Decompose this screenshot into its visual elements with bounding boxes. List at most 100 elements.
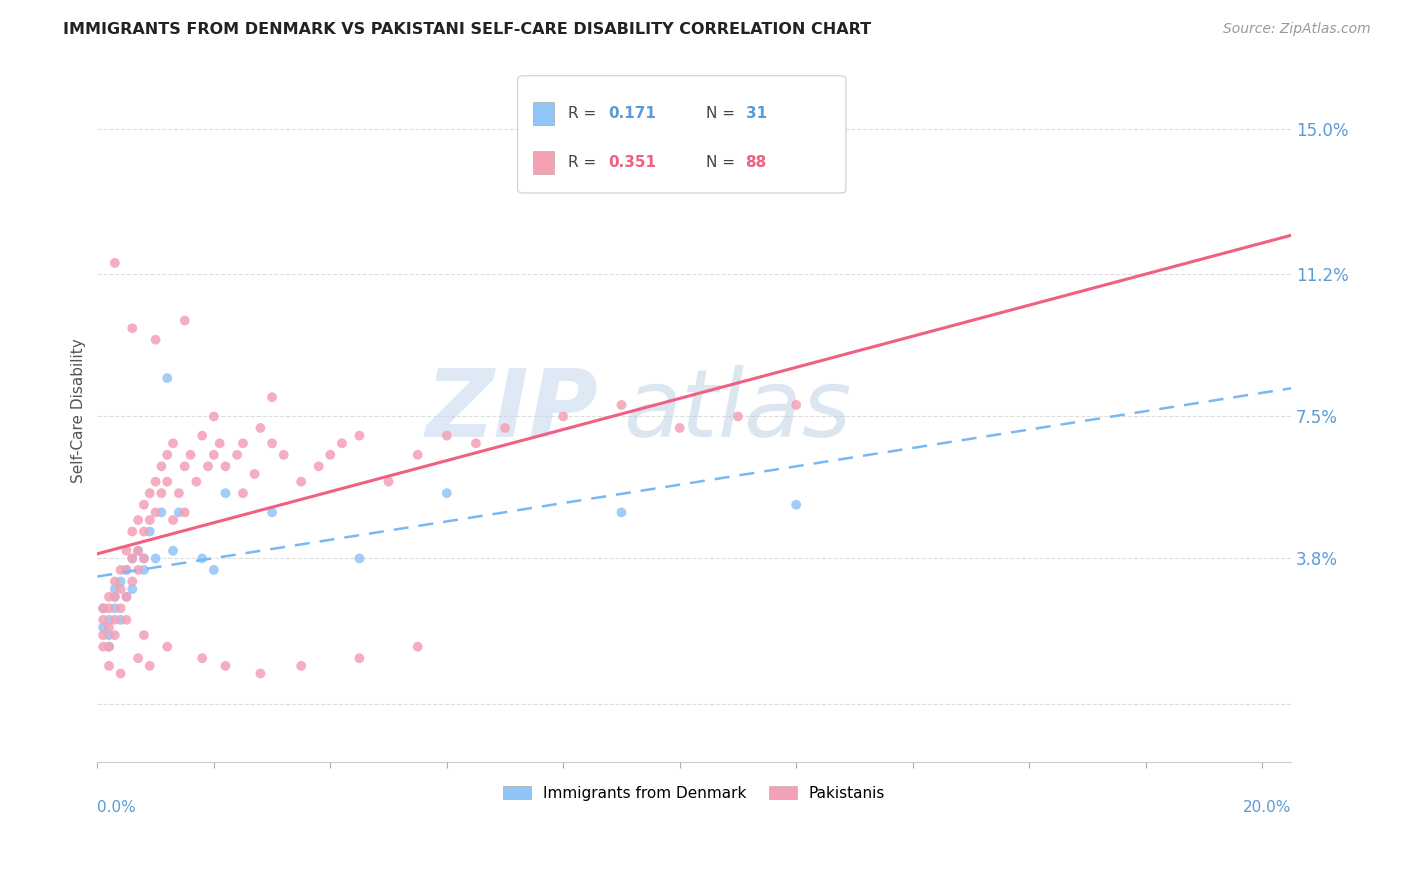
- Point: [173, 505, 195, 519]
- Point: [150, 486, 173, 500]
- Text: 31: 31: [745, 106, 766, 121]
- Point: [91, 628, 114, 642]
- Point: [232, 486, 254, 500]
- Point: [104, 574, 127, 589]
- Point: [121, 574, 143, 589]
- Point: [132, 498, 155, 512]
- Point: [330, 436, 353, 450]
- Text: R =: R =: [568, 155, 602, 170]
- Point: [104, 601, 127, 615]
- Bar: [533, 103, 554, 125]
- Point: [232, 436, 254, 450]
- Point: [104, 613, 127, 627]
- Point: [214, 486, 236, 500]
- Point: [127, 563, 149, 577]
- Point: [173, 313, 195, 327]
- Point: [98, 613, 121, 627]
- Point: [406, 448, 429, 462]
- Point: [127, 513, 149, 527]
- Point: [785, 498, 807, 512]
- Point: [202, 409, 225, 424]
- Bar: [533, 152, 554, 174]
- Point: [553, 409, 575, 424]
- Point: [98, 590, 121, 604]
- Point: [104, 590, 127, 604]
- Point: [262, 436, 284, 450]
- Point: [91, 613, 114, 627]
- Point: [139, 486, 162, 500]
- Point: [167, 505, 190, 519]
- Text: Source: ZipAtlas.com: Source: ZipAtlas.com: [1223, 22, 1371, 37]
- Point: [127, 651, 149, 665]
- Point: [249, 421, 271, 435]
- Point: [139, 524, 162, 539]
- Point: [145, 475, 167, 489]
- Point: [132, 551, 155, 566]
- Point: [197, 459, 219, 474]
- Point: [243, 467, 266, 481]
- Point: [464, 436, 486, 450]
- Point: [98, 640, 121, 654]
- Point: [156, 371, 179, 385]
- Point: [156, 448, 179, 462]
- Point: [162, 436, 184, 450]
- Point: [115, 543, 138, 558]
- Point: [494, 421, 516, 435]
- FancyBboxPatch shape: [517, 76, 846, 193]
- Text: ZIP: ZIP: [426, 365, 599, 457]
- Point: [290, 658, 312, 673]
- Point: [436, 428, 458, 442]
- Point: [121, 582, 143, 596]
- Point: [115, 590, 138, 604]
- Point: [132, 628, 155, 642]
- Point: [110, 582, 132, 596]
- Point: [349, 428, 371, 442]
- Text: 0.0%: 0.0%: [97, 800, 136, 815]
- Point: [727, 409, 749, 424]
- Point: [406, 640, 429, 654]
- Point: [127, 543, 149, 558]
- Point: [202, 563, 225, 577]
- Point: [145, 505, 167, 519]
- Point: [110, 666, 132, 681]
- Point: [150, 505, 173, 519]
- Point: [226, 448, 249, 462]
- Point: [110, 574, 132, 589]
- Text: 0.171: 0.171: [607, 106, 655, 121]
- Point: [91, 640, 114, 654]
- Point: [150, 459, 173, 474]
- Point: [262, 390, 284, 404]
- Point: [162, 513, 184, 527]
- Point: [139, 658, 162, 673]
- Point: [377, 475, 399, 489]
- Point: [132, 524, 155, 539]
- Point: [110, 563, 132, 577]
- Point: [208, 436, 231, 450]
- Point: [121, 551, 143, 566]
- Point: [610, 398, 633, 412]
- Point: [104, 256, 127, 270]
- Text: R =: R =: [568, 106, 602, 121]
- Point: [436, 486, 458, 500]
- Point: [191, 428, 214, 442]
- Point: [115, 613, 138, 627]
- Point: [262, 505, 284, 519]
- Point: [104, 628, 127, 642]
- Point: [290, 475, 312, 489]
- Point: [214, 459, 236, 474]
- Text: 20.0%: 20.0%: [1243, 800, 1291, 815]
- Point: [610, 505, 633, 519]
- Point: [249, 666, 271, 681]
- Point: [98, 628, 121, 642]
- Text: N =: N =: [706, 155, 740, 170]
- Point: [191, 551, 214, 566]
- Point: [110, 601, 132, 615]
- Text: atlas: atlas: [623, 365, 851, 456]
- Point: [180, 448, 202, 462]
- Text: N =: N =: [706, 106, 740, 121]
- Point: [104, 590, 127, 604]
- Point: [98, 658, 121, 673]
- Point: [121, 524, 143, 539]
- Point: [349, 551, 371, 566]
- Point: [91, 601, 114, 615]
